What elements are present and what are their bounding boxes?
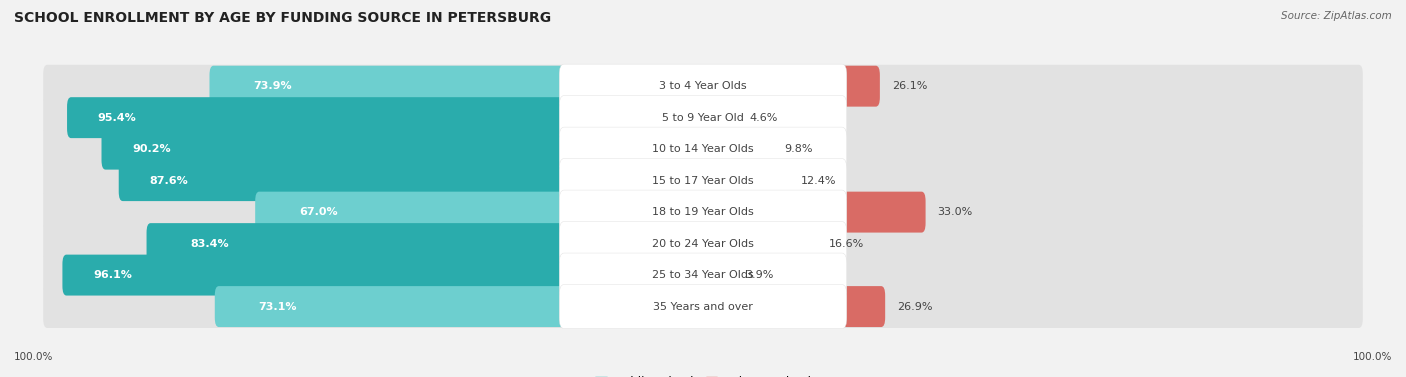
Text: 83.4%: 83.4% xyxy=(190,239,229,248)
FancyBboxPatch shape xyxy=(44,285,1362,328)
FancyBboxPatch shape xyxy=(44,254,1362,296)
Text: 67.0%: 67.0% xyxy=(299,207,337,217)
FancyBboxPatch shape xyxy=(699,66,880,107)
Text: 18 to 19 Year Olds: 18 to 19 Year Olds xyxy=(652,207,754,217)
Text: 95.4%: 95.4% xyxy=(97,113,136,123)
FancyBboxPatch shape xyxy=(146,223,707,264)
Text: 100.0%: 100.0% xyxy=(14,352,53,362)
FancyBboxPatch shape xyxy=(699,254,733,296)
Text: Source: ZipAtlas.com: Source: ZipAtlas.com xyxy=(1281,11,1392,21)
FancyBboxPatch shape xyxy=(560,127,846,171)
FancyBboxPatch shape xyxy=(560,159,846,203)
FancyBboxPatch shape xyxy=(44,222,1362,265)
FancyBboxPatch shape xyxy=(699,223,817,264)
Legend: Public School, Private School: Public School, Private School xyxy=(595,376,811,377)
FancyBboxPatch shape xyxy=(62,254,707,296)
Text: 96.1%: 96.1% xyxy=(93,270,132,280)
FancyBboxPatch shape xyxy=(215,286,707,327)
Text: 3.9%: 3.9% xyxy=(745,270,773,280)
FancyBboxPatch shape xyxy=(699,192,925,233)
FancyBboxPatch shape xyxy=(560,253,846,297)
Text: 87.6%: 87.6% xyxy=(149,176,188,185)
FancyBboxPatch shape xyxy=(118,160,707,201)
FancyBboxPatch shape xyxy=(256,192,707,233)
Text: 100.0%: 100.0% xyxy=(1353,352,1392,362)
FancyBboxPatch shape xyxy=(699,286,886,327)
FancyBboxPatch shape xyxy=(44,65,1362,107)
FancyBboxPatch shape xyxy=(699,97,738,138)
Text: 73.1%: 73.1% xyxy=(259,302,297,311)
FancyBboxPatch shape xyxy=(560,64,846,108)
FancyBboxPatch shape xyxy=(44,191,1362,233)
Text: 26.1%: 26.1% xyxy=(891,81,927,91)
FancyBboxPatch shape xyxy=(101,129,707,170)
FancyBboxPatch shape xyxy=(44,128,1362,170)
Text: 15 to 17 Year Olds: 15 to 17 Year Olds xyxy=(652,176,754,185)
Text: 12.4%: 12.4% xyxy=(801,176,837,185)
Text: 33.0%: 33.0% xyxy=(938,207,973,217)
Text: 20 to 24 Year Olds: 20 to 24 Year Olds xyxy=(652,239,754,248)
Text: 26.9%: 26.9% xyxy=(897,302,932,311)
Text: 35 Years and over: 35 Years and over xyxy=(652,302,754,311)
FancyBboxPatch shape xyxy=(560,190,846,234)
FancyBboxPatch shape xyxy=(560,285,846,329)
FancyBboxPatch shape xyxy=(44,96,1362,139)
Text: 3 to 4 Year Olds: 3 to 4 Year Olds xyxy=(659,81,747,91)
Text: 25 to 34 Year Olds: 25 to 34 Year Olds xyxy=(652,270,754,280)
Text: 10 to 14 Year Olds: 10 to 14 Year Olds xyxy=(652,144,754,154)
FancyBboxPatch shape xyxy=(560,222,846,266)
Text: 5 to 9 Year Old: 5 to 9 Year Old xyxy=(662,113,744,123)
Text: 73.9%: 73.9% xyxy=(253,81,292,91)
FancyBboxPatch shape xyxy=(44,159,1362,202)
FancyBboxPatch shape xyxy=(699,129,772,170)
Text: 90.2%: 90.2% xyxy=(132,144,170,154)
FancyBboxPatch shape xyxy=(209,66,707,107)
FancyBboxPatch shape xyxy=(67,97,707,138)
FancyBboxPatch shape xyxy=(560,96,846,140)
Text: SCHOOL ENROLLMENT BY AGE BY FUNDING SOURCE IN PETERSBURG: SCHOOL ENROLLMENT BY AGE BY FUNDING SOUR… xyxy=(14,11,551,25)
Text: 16.6%: 16.6% xyxy=(830,239,865,248)
Text: 4.6%: 4.6% xyxy=(749,113,778,123)
FancyBboxPatch shape xyxy=(699,160,789,201)
Text: 9.8%: 9.8% xyxy=(783,144,813,154)
